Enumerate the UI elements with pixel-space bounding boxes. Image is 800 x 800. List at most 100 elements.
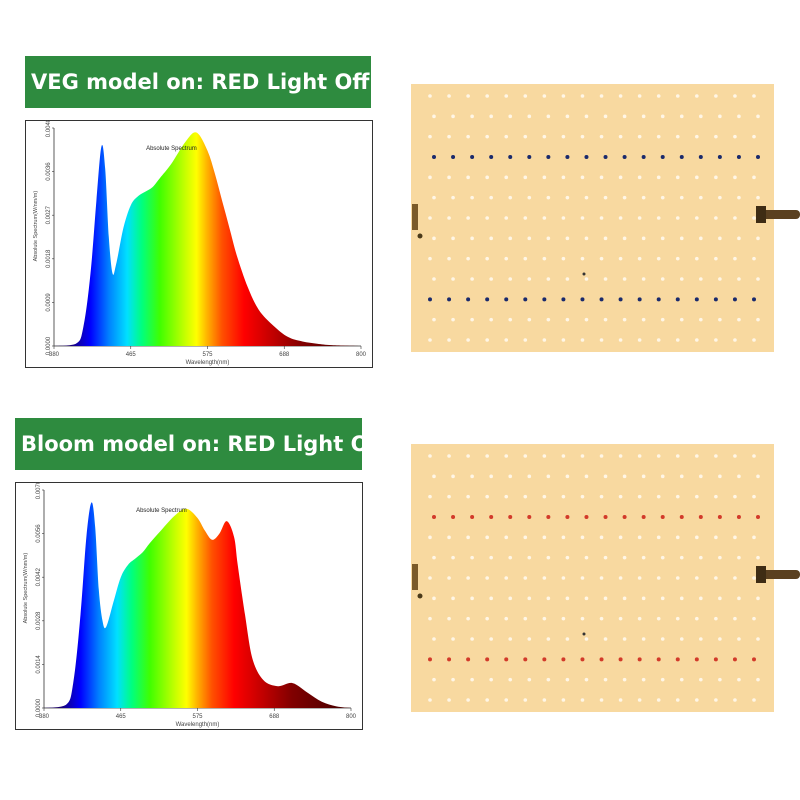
white-led	[756, 195, 760, 200]
y-tick-label: 0.0048	[46, 120, 52, 137]
white-led	[756, 474, 760, 479]
white-led	[451, 317, 455, 322]
special-led	[599, 297, 604, 302]
white-led	[584, 637, 589, 641]
white-led	[641, 317, 646, 322]
white-led	[622, 596, 627, 601]
chart-title: Absolute Spectrum	[136, 508, 187, 514]
white-led	[470, 637, 474, 641]
white-led	[752, 134, 756, 139]
white-led	[466, 698, 470, 702]
white-led	[699, 677, 703, 682]
white-led	[504, 454, 509, 458]
white-led	[679, 637, 684, 641]
white-led	[695, 535, 699, 540]
white-led	[580, 616, 585, 621]
white-led	[622, 195, 627, 200]
white-led	[542, 175, 547, 180]
white-led	[527, 236, 532, 241]
white-led	[561, 256, 566, 261]
special-led	[675, 657, 680, 662]
white-led	[485, 134, 489, 139]
white-led	[451, 555, 455, 560]
white-led	[584, 195, 589, 200]
special-led	[504, 297, 509, 302]
white-led	[752, 94, 756, 98]
white-led	[660, 555, 665, 560]
white-led	[618, 698, 623, 702]
white-led	[603, 195, 608, 200]
white-led	[660, 195, 665, 200]
white-led	[695, 698, 699, 702]
led-board-pcb	[411, 84, 774, 352]
white-led	[504, 175, 509, 180]
white-led	[603, 474, 608, 479]
special-led	[504, 657, 509, 662]
special-led	[660, 155, 665, 159]
white-led	[599, 494, 604, 499]
white-led	[451, 114, 455, 119]
white-led	[733, 535, 737, 540]
white-led	[752, 338, 756, 342]
y-tick-label: 0.0000	[36, 698, 42, 717]
white-led	[737, 236, 741, 241]
white-led	[679, 317, 684, 322]
white-led	[485, 698, 489, 702]
white-led	[565, 474, 570, 479]
white-led	[565, 195, 570, 200]
white-led	[432, 596, 436, 601]
white-led	[718, 114, 722, 119]
bloom-led-board	[408, 442, 800, 714]
special-led	[565, 155, 570, 159]
white-led	[737, 317, 741, 322]
white-led	[637, 94, 642, 98]
white-led	[618, 535, 623, 540]
special-led	[432, 155, 436, 159]
white-led	[527, 114, 532, 119]
white-led	[584, 677, 589, 682]
special-led	[451, 155, 456, 159]
white-led	[527, 637, 532, 641]
special-led	[565, 515, 570, 519]
white-led	[580, 338, 585, 342]
special-led	[542, 297, 547, 302]
white-led	[756, 236, 760, 241]
white-led	[447, 134, 451, 139]
white-led	[733, 698, 737, 702]
y-tick-label: 0.0009	[46, 293, 52, 312]
white-led	[504, 256, 509, 261]
white-led	[485, 94, 489, 98]
veg-spectrum-chart: Absolute Spectrum 380 465 575 688 800 Waveleng…	[25, 120, 373, 368]
white-led	[603, 677, 608, 682]
special-led	[603, 515, 608, 519]
white-led	[485, 576, 489, 580]
white-led	[504, 698, 509, 702]
special-led	[641, 155, 646, 159]
special-led	[432, 515, 436, 519]
white-led	[447, 338, 451, 342]
white-led	[714, 454, 718, 458]
white-led	[599, 134, 604, 139]
board-marker	[582, 632, 586, 636]
y-axis-label: Absolute Spectrum(W/nm/m)	[33, 191, 39, 262]
special-led	[527, 155, 532, 159]
white-led	[637, 698, 642, 702]
white-led	[466, 576, 470, 580]
white-led	[542, 256, 547, 261]
white-led	[584, 277, 589, 281]
special-led	[713, 297, 718, 302]
white-led	[470, 474, 474, 479]
white-led	[733, 616, 737, 621]
white-led	[618, 338, 623, 342]
white-led	[695, 216, 699, 220]
y-tick-label: 0.0018	[46, 249, 52, 268]
white-led	[470, 114, 474, 119]
spectrum-area	[44, 502, 351, 708]
white-led	[428, 494, 432, 499]
white-led	[489, 195, 493, 200]
special-led	[599, 657, 604, 662]
white-led	[737, 596, 741, 601]
left-connector-screw-icon	[417, 233, 423, 239]
white-led	[756, 317, 760, 322]
white-led	[737, 677, 741, 682]
